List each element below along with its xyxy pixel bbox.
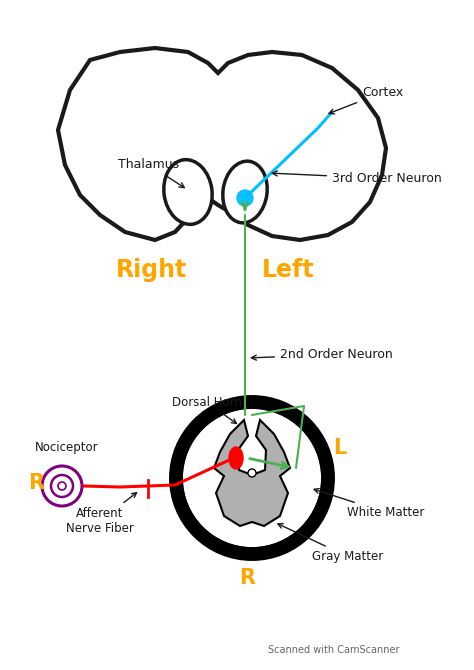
Ellipse shape: [223, 161, 267, 223]
Text: Cortex: Cortex: [329, 86, 403, 114]
Text: Afferent
Nerve Fiber: Afferent Nerve Fiber: [66, 492, 137, 535]
Text: Nociceptor: Nociceptor: [35, 441, 99, 454]
Text: R: R: [239, 568, 255, 588]
Text: L: L: [333, 438, 346, 458]
Text: 2nd Order Neuron: 2nd Order Neuron: [251, 348, 393, 361]
Circle shape: [182, 408, 322, 548]
Ellipse shape: [229, 447, 243, 469]
Text: Dorsal Horn: Dorsal Horn: [172, 396, 242, 423]
Ellipse shape: [164, 159, 212, 224]
Text: Left: Left: [262, 258, 314, 282]
Polygon shape: [214, 420, 290, 526]
Text: 3rd Order Neuron: 3rd Order Neuron: [273, 171, 442, 185]
Text: Thalamus: Thalamus: [118, 158, 184, 188]
Text: White Matter: White Matter: [314, 488, 424, 519]
Polygon shape: [58, 48, 386, 240]
Circle shape: [176, 402, 328, 554]
Text: Gray Matter: Gray Matter: [278, 524, 383, 563]
Circle shape: [248, 469, 256, 477]
Text: R: R: [28, 473, 44, 493]
Text: Scanned with CamScanner: Scanned with CamScanner: [268, 645, 400, 655]
Ellipse shape: [237, 190, 253, 206]
Text: Right: Right: [117, 258, 188, 282]
